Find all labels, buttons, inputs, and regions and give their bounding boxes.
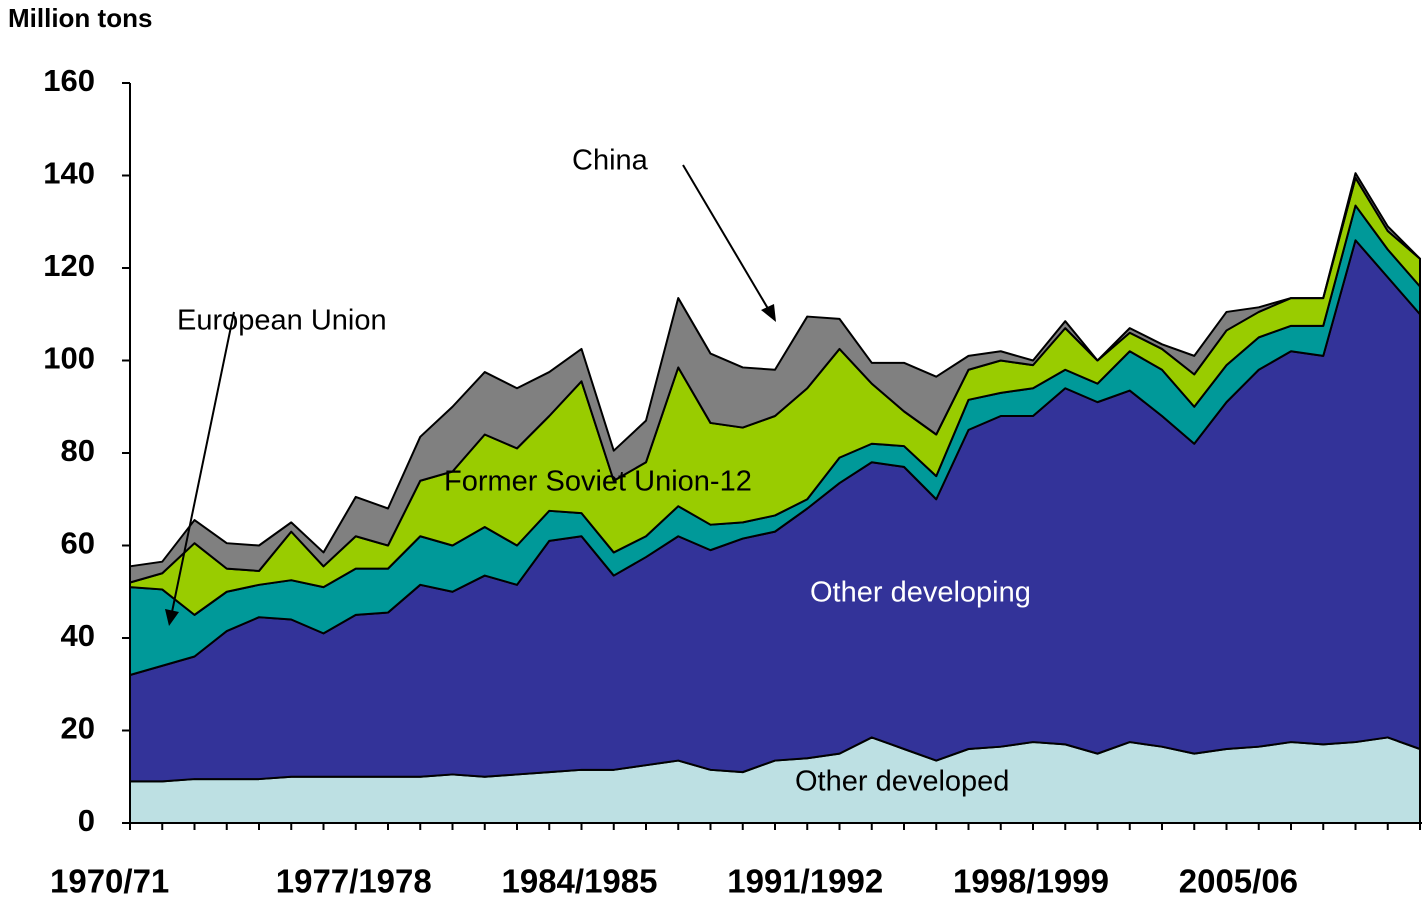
annotation: Former Soviet Union-12	[444, 466, 752, 498]
y-tick-label: 20	[61, 711, 95, 746]
y-axis-label: Million tons	[8, 3, 152, 33]
x-tick-label: 1998/1999	[953, 863, 1109, 900]
y-tick-label: 60	[61, 526, 95, 561]
y-tick-label: 40	[61, 618, 95, 653]
y-tick-label: 120	[43, 248, 95, 283]
x-tick-label: 2005/06	[1179, 863, 1298, 900]
arrow	[682, 164, 771, 313]
annotation: China	[572, 145, 649, 177]
y-tick-label: 140	[43, 156, 95, 191]
area	[129, 172, 1421, 584]
x-tick-label: 1970/71	[50, 863, 169, 900]
x-tick-label: 1984/1985	[502, 863, 658, 900]
y-tick-label: 80	[61, 433, 95, 468]
x-tick-label: 1977/1978	[276, 863, 432, 900]
x-tick-label: 1991/1992	[727, 863, 883, 900]
annotation: Other developing	[810, 577, 1031, 609]
arrow-head	[761, 304, 776, 322]
annotation: Other developed	[795, 766, 1009, 798]
arrow-head	[165, 609, 179, 626]
y-tick-label: 160	[43, 63, 95, 98]
arrow	[171, 311, 235, 613]
y-tick-label: 100	[43, 341, 95, 376]
plot-area	[129, 172, 1421, 824]
y-tick-label: 0	[78, 803, 95, 838]
annotation: European Union	[177, 305, 387, 337]
